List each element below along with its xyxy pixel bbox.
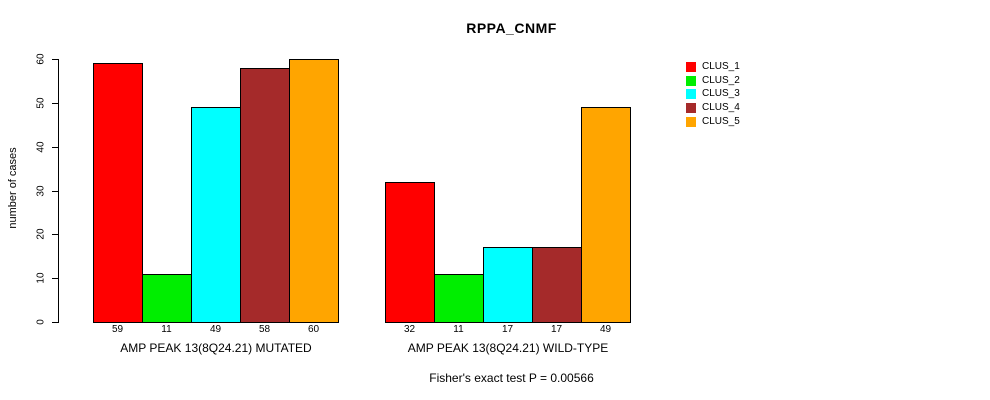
y-tick-label: 50 — [35, 97, 47, 109]
bar-clus_5 — [289, 59, 339, 323]
bar-value-label: 49 — [209, 324, 222, 335]
bar-value-label: 32 — [403, 324, 416, 335]
y-axis-tick — [52, 190, 58, 192]
x-group-label: AMP PEAK 13(8Q24.21) WILD-TYPE — [407, 341, 609, 355]
chart-title: RPPA_CNMF — [466, 20, 557, 36]
bar-clus_4 — [532, 247, 582, 323]
legend-label-clus_5: CLUS_5 — [702, 115, 740, 127]
y-axis-tick — [52, 146, 58, 148]
y-axis-tick — [52, 59, 58, 60]
y-tick-label: 20 — [35, 228, 47, 240]
bar-value-label: 17 — [501, 324, 514, 335]
bar-value-label: 59 — [111, 324, 124, 335]
bar-value-label: 58 — [258, 324, 271, 335]
legend-label-clus_4: CLUS_4 — [702, 102, 740, 114]
bar-value-label: 60 — [307, 324, 320, 335]
bar-value-label: 11 — [453, 324, 464, 335]
y-tick-label: 10 — [35, 272, 47, 284]
y-axis-line — [58, 59, 59, 323]
y-axis-tick — [52, 278, 58, 280]
legend-swatch-clus_2 — [686, 75, 696, 86]
bar-clus_4 — [240, 67, 290, 323]
bar-clus_3 — [483, 247, 533, 323]
legend-label-clus_1: CLUS_1 — [702, 61, 740, 72]
bar-clus_3 — [191, 107, 241, 323]
y-axis-tick — [52, 102, 58, 104]
y-tick-label: 40 — [35, 141, 47, 153]
bar-clus_2 — [142, 273, 192, 323]
legend-swatch-clus_5 — [686, 116, 696, 127]
legend-label-clus_3: CLUS_3 — [702, 88, 740, 100]
legend-swatch-clus_1 — [686, 62, 696, 72]
bar-clus_1 — [385, 181, 435, 323]
y-axis-tick — [52, 234, 58, 236]
legend-swatch-clus_4 — [686, 103, 696, 114]
bar-clus_1 — [93, 63, 143, 323]
legend-swatch-clus_3 — [686, 89, 696, 100]
legend-label-clus_2: CLUS_2 — [702, 74, 740, 86]
fisher-test-annotation: Fisher's exact test P = 0.00566 — [429, 371, 594, 385]
y-tick-label: 30 — [35, 184, 47, 197]
bar-value-label: 17 — [550, 324, 563, 335]
x-group-label: AMP PEAK 13(8Q24.21) MUTATED — [120, 341, 312, 355]
y-tick-label: 0 — [35, 319, 47, 325]
y-axis-tick — [52, 322, 58, 323]
y-axis-label: number of cases — [7, 147, 19, 229]
bar-clus_5 — [581, 107, 631, 323]
y-tick-label: 60 — [35, 53, 47, 65]
bar-value-label: 11 — [161, 324, 172, 335]
bar-clus_2 — [434, 273, 484, 323]
bar-value-label: 49 — [599, 324, 612, 335]
